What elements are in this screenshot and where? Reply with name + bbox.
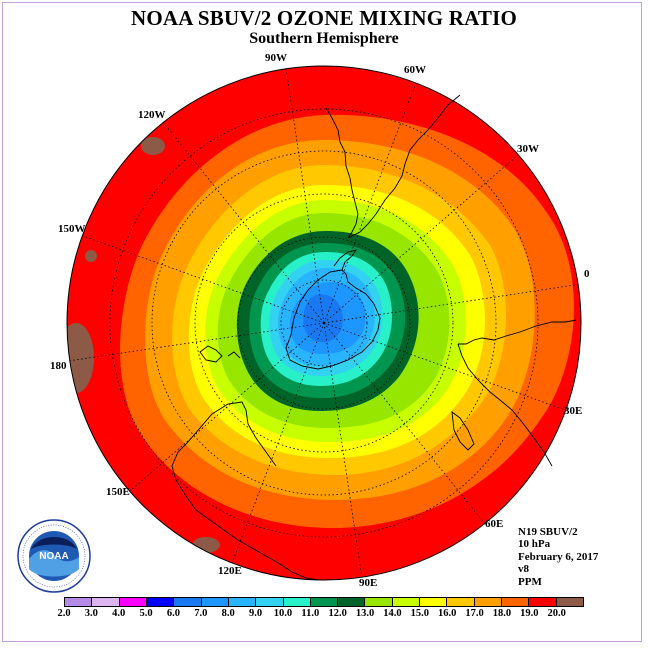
- meridian-120e: [231, 322, 325, 564]
- coastline-new-zealand: [199, 345, 241, 363]
- lon-label-90e: 90E: [359, 577, 378, 589]
- coastline-madagascar: [451, 411, 475, 451]
- graticule: [67, 67, 582, 579]
- page-title: NOAA SBUV/2 OZONE MIXING RATIO: [131, 6, 517, 30]
- colorbar-tick-label: 15.0: [410, 608, 429, 619]
- colorbar-swatch: [529, 598, 557, 606]
- meridian-90e: [323, 322, 363, 579]
- lon-label-60e: 60E: [485, 518, 504, 530]
- version-label: v8: [518, 563, 529, 576]
- coastlines: [171, 94, 577, 581]
- coastline-south-america: [325, 94, 461, 239]
- colorbar-swatch: [474, 598, 502, 606]
- colorbar-swatch: [447, 598, 475, 606]
- colorbar-swatch: [119, 598, 147, 606]
- date-label: February 6, 2017: [518, 550, 599, 563]
- colorbar-tick-label: 11.0: [301, 608, 320, 619]
- latitude-circle-40s: [109, 108, 539, 538]
- colorbar-tick-label: 5.0: [139, 608, 153, 619]
- meridian-0-180: [323, 283, 582, 324]
- latitude-circle-80s: [280, 279, 368, 367]
- colorbar: [64, 597, 584, 607]
- latitude-circle-60s: [194, 193, 454, 453]
- colorbar-tick-label: 12.0: [328, 608, 347, 619]
- coastline-antarctic-peninsula: [333, 249, 358, 271]
- meridian-30w: [323, 154, 519, 324]
- contour-19-20-c: [67, 323, 94, 393]
- lon-label-180: 180: [50, 360, 67, 372]
- colorbar-tick-label: 17.0: [465, 608, 484, 619]
- colorbar-tick-label: 7.0: [194, 608, 208, 619]
- page-subtitle: Southern Hemisphere: [249, 30, 399, 47]
- colorbar-swatch: [228, 598, 257, 606]
- contour-19-20-d: [192, 537, 220, 553]
- lon-label-30e: 30E: [564, 405, 583, 417]
- colorbar-tick-label: 20.0: [547, 608, 566, 619]
- meridian-30e: [323, 322, 566, 411]
- colorbar-tick-label: 14.0: [383, 608, 402, 619]
- instrument-label: N19 SBUV/2: [518, 526, 578, 538]
- lon-label-150w: 150W: [58, 223, 86, 235]
- lon-label-150e: 150E: [106, 486, 130, 498]
- colorbar-tick-label: 2.0: [57, 608, 71, 619]
- globe-outline: [66, 65, 582, 581]
- image-frame: [2, 2, 642, 642]
- contour-19-20-a: [141, 137, 165, 155]
- colorbar-swatch: [256, 598, 284, 606]
- colorbar-swatch: [201, 598, 229, 606]
- lon-label-60w: 60W: [404, 64, 426, 76]
- colorbar-tick-label: 13.0: [355, 608, 375, 619]
- coastline-antarctica: [285, 269, 381, 370]
- lon-label-30w: 30W: [517, 143, 539, 155]
- colorbar-tick-label: 4.0: [112, 608, 126, 619]
- colorbar-tick-label: 6.0: [166, 608, 181, 619]
- colorbar-swatch: [65, 598, 93, 606]
- contour-19-20-b: [85, 250, 97, 262]
- lon-label-90w: 90W: [265, 52, 287, 64]
- lon-label-0: 0: [584, 268, 590, 280]
- colorbar-swatch: [420, 598, 448, 606]
- latitude-circle-50s: [151, 150, 497, 496]
- lon-label-120w: 120W: [138, 109, 166, 121]
- colorbar-tick-label: 16.0: [437, 608, 457, 619]
- colorbar-tick-label: 10.0: [273, 608, 293, 619]
- product-info: N19 SBUV/2 10 hPa February 6, 2017 v8 PP…: [518, 526, 598, 588]
- meridian-150e: [129, 322, 325, 492]
- meridian-90w: [285, 67, 325, 324]
- colorbar-tick-label: 19.0: [520, 608, 539, 619]
- colorbar-swatch: [283, 598, 311, 606]
- coastline-africa: [457, 319, 577, 467]
- colorbar-tick-label: 9.0: [249, 608, 263, 619]
- meridian-60w: [323, 82, 417, 324]
- meridian-150w: [82, 235, 325, 324]
- colorbar-swatch: [310, 598, 339, 606]
- colorbar-swatch: [338, 598, 366, 606]
- coastline-australia: [171, 401, 319, 581]
- colorbar-swatch: [146, 598, 175, 606]
- meridian-180: [67, 322, 325, 362]
- colorbar-swatch: [365, 598, 393, 606]
- colorbar-tick-label: 3.0: [84, 608, 98, 619]
- logo-text: NOAA: [39, 551, 68, 562]
- meridian-120w: [162, 121, 325, 324]
- latitude-circle-70s: [237, 236, 411, 410]
- colorbar-tick-label: 18.0: [492, 608, 512, 619]
- colorbar-swatch: [502, 598, 530, 606]
- colorbar-swatch: [92, 598, 120, 606]
- pressure-level-label: 10 hPa: [518, 538, 551, 551]
- colorbar-swatch: [392, 598, 421, 606]
- meridian-60e: [323, 322, 486, 525]
- ozone-contours: [67, 66, 581, 580]
- colorbar-tick-label: 8.0: [221, 608, 235, 619]
- lon-label-120e: 120E: [218, 565, 242, 577]
- colorbar-swatch: [174, 598, 202, 606]
- units-label: PPM: [518, 575, 542, 588]
- colorbar-swatch: [556, 598, 583, 606]
- noaa-logo-icon: NOAA: [17, 519, 91, 593]
